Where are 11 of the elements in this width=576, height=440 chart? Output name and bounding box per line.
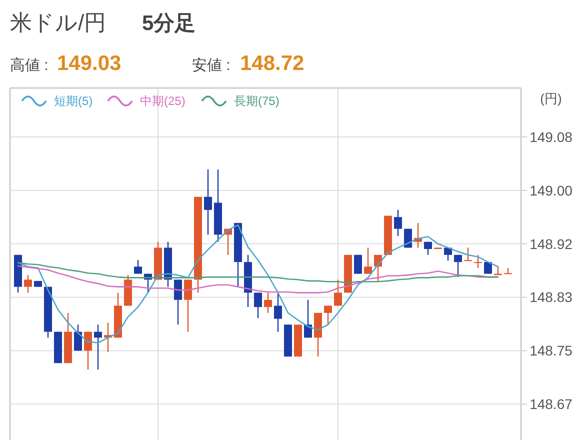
y-tick-label: 149.08 [530,128,573,145]
y-tick-label: 149.00 [530,182,573,198]
y-tick-label: 148.75 [530,342,573,359]
legend-label: 長期(75) [234,94,280,108]
y-tick-label: 148.92 [530,236,573,252]
y-tick-label: 148.67 [530,396,573,412]
header: 米ドル/円 5分足 高値 : 149.03 安値 : 148.72 [10,10,304,75]
legend-label: 中期(25) [140,94,186,108]
legend-label: 短期(5) [54,94,93,108]
y-axis-title: (円) [540,91,562,106]
y-tick-label: 148.83 [530,289,573,306]
